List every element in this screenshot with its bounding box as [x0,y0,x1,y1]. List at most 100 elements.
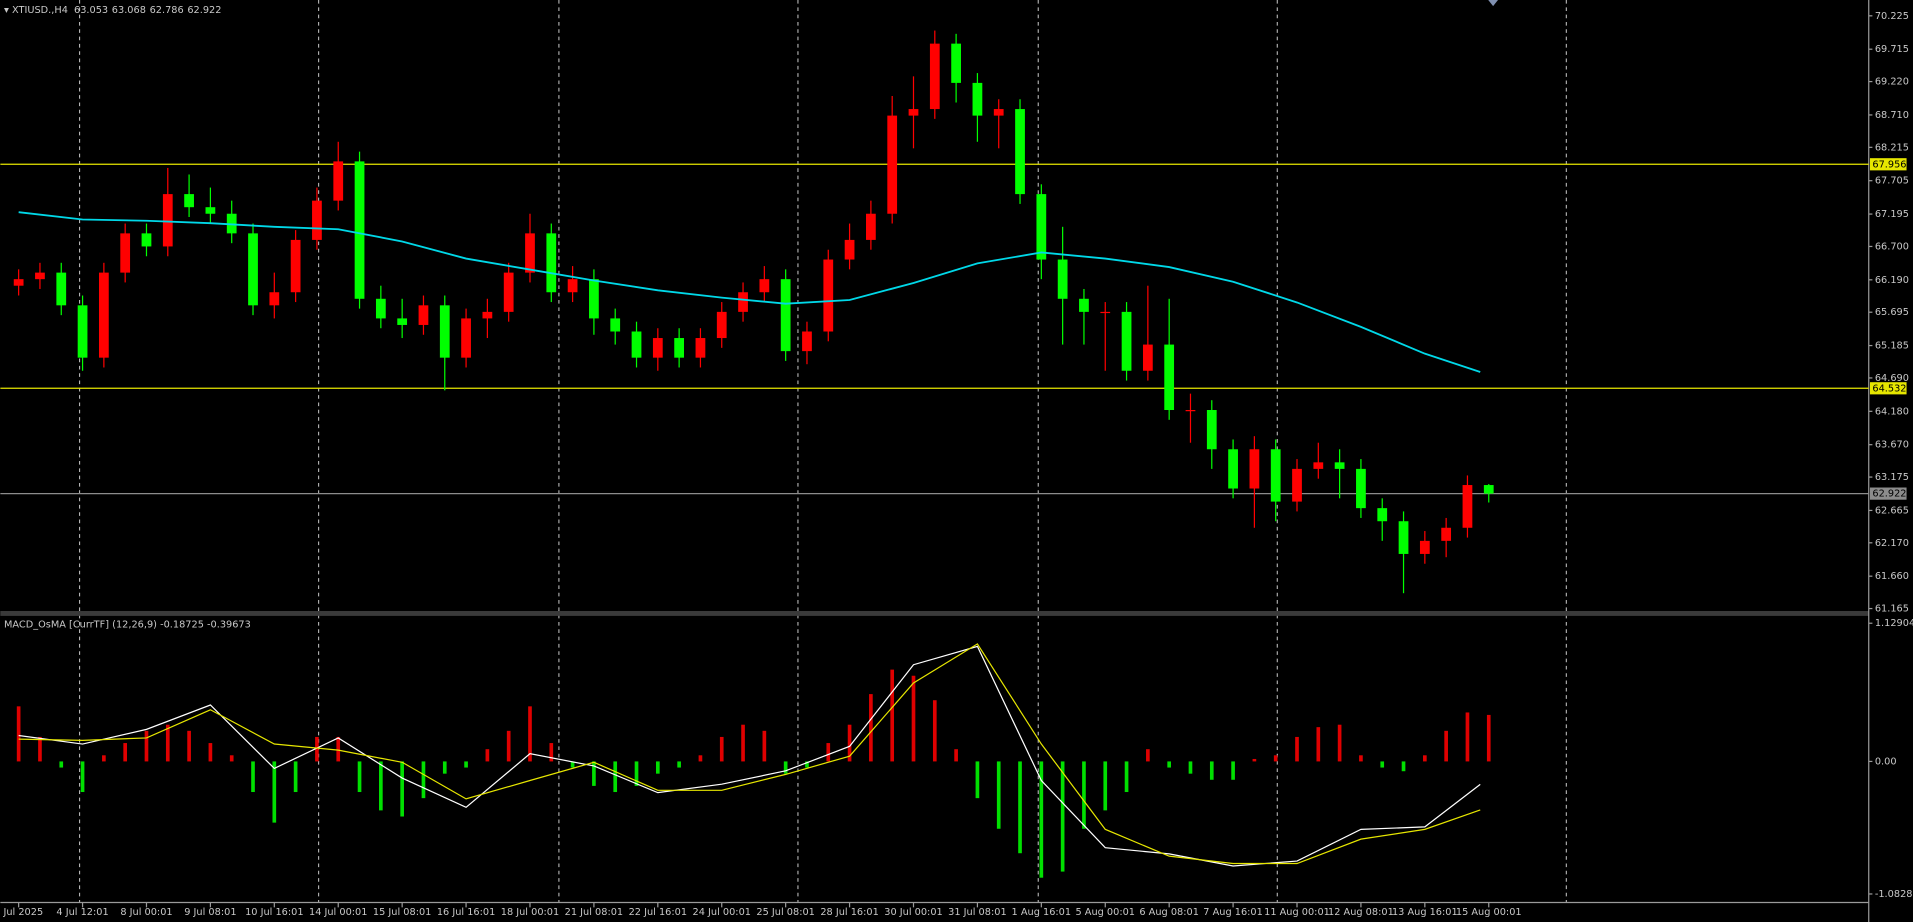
x-tick-label: 11 Aug 00:01 [1264,907,1330,918]
histogram-bar [506,730,511,762]
y-tick-label: 63.175 [1875,472,1909,483]
histogram-bar [592,761,596,786]
panel-separator [0,611,1869,616]
histogram-bar [1401,761,1406,772]
level-label: 67.956 [1872,159,1906,170]
candle-body [269,292,280,306]
histogram-bar [869,694,873,762]
header-arrow: ▾ [4,5,12,16]
candle-body [375,298,386,319]
histogram-bar [1380,761,1385,768]
histogram-bar [975,761,980,799]
histogram-bar [208,743,213,762]
histogram-bar [1188,761,1193,774]
histogram-bar [336,736,341,762]
candle-body [716,311,727,339]
candle-body [652,338,663,358]
histogram-bar [1423,755,1427,762]
x-tick-label: 28 Jul 16:01 [820,907,878,918]
histogram-bar [1444,730,1448,762]
y-tick-label: 61.660 [1875,571,1909,582]
histogram-bar [826,743,831,762]
histogram-bar [1146,749,1150,762]
y-tick-label: 70.225 [1875,11,1909,22]
x-tick-label: 25 Jul 08:01 [756,907,814,918]
x-tick-label: 9 Jul 08:01 [184,907,236,918]
y-tick-label: 62.170 [1875,538,1909,549]
histogram-bar [400,761,404,817]
candle-body [1356,468,1366,509]
y-tick-label: 68.710 [1875,110,1909,121]
y-tick-label: 63.670 [1875,440,1909,451]
histogram-bar [442,761,447,774]
histogram-bar [1337,724,1342,762]
candle-body [248,233,258,306]
histogram-bar [1018,761,1022,854]
histogram-bar [1231,761,1235,780]
candle-body [98,272,109,358]
histogram-bar [357,761,362,793]
histogram-bar [272,761,277,823]
candle-body [908,109,919,116]
histogram-bar [1252,758,1257,762]
candle-body [929,43,940,110]
x-tick-label: 18 Jul 00:01 [501,907,559,918]
candle-body [695,338,706,358]
x-tick-label: 7 Aug 16:01 [1203,907,1263,918]
candle-body [503,272,514,312]
candle-body [951,43,961,83]
histogram-bar [102,755,106,762]
y-tick-label: 64.690 [1875,373,1909,384]
indicator-line [18,645,1481,867]
candle-body [1206,410,1217,450]
candle-body [844,239,855,260]
level-label: 62.922 [1872,489,1906,500]
y-tick-label: 1.12904 [1875,618,1913,629]
candle-body [674,338,685,358]
histogram-bar [144,730,149,762]
shift-marker [1488,0,1498,7]
y-tick-label: 69.220 [1875,77,1909,88]
candle-body [312,200,322,240]
candle-body [461,318,471,358]
candle-body [1079,298,1089,312]
candle-body [780,279,791,352]
histogram-bar [634,761,639,786]
x-tick-label: 10 Jul 16:01 [245,907,303,918]
histogram-bar [187,730,191,762]
candle-body [439,305,450,358]
x-tick-label: 14 Jul 00:01 [309,907,367,918]
x-tick-label: 21 Jul 08:01 [565,907,623,918]
histogram-bar [1316,727,1321,762]
candle-body [1164,344,1175,411]
histogram-bar [932,700,937,762]
x-tick-label: 3 Jul 2025 [0,907,43,918]
histogram-bar [655,761,660,774]
y-tick-label: 66.190 [1875,275,1909,286]
histogram-bar [251,761,255,793]
histogram-bar [1486,714,1491,762]
candle-body [738,292,748,312]
candle-body [631,331,642,358]
candle-body [1313,462,1324,469]
histogram-bar [59,761,64,768]
histogram-bar [1167,761,1171,768]
candle-body [141,233,152,247]
candle-body [1249,449,1260,489]
histogram-bar [1039,761,1044,878]
y-tick-label: 67.705 [1875,176,1909,187]
y-tick-label: 61.165 [1875,604,1909,615]
candle-body [1462,485,1473,528]
histogram-bar [1103,761,1108,811]
y-tick-label: 66.700 [1875,241,1909,252]
candle-body [77,305,88,358]
histogram-bar [805,761,809,768]
level-label: 64.532 [1872,383,1906,394]
histogram-bar [1359,755,1363,762]
candle-body [13,279,24,286]
histogram-bar [1295,736,1299,762]
indicator-title: MACD_OsMA [CurrTF] (12,26,9) -0.18725 -0… [4,619,251,630]
candle-body [887,115,898,214]
histogram-bar [379,761,383,811]
x-tick-label: 15 Jul 08:01 [373,907,431,918]
